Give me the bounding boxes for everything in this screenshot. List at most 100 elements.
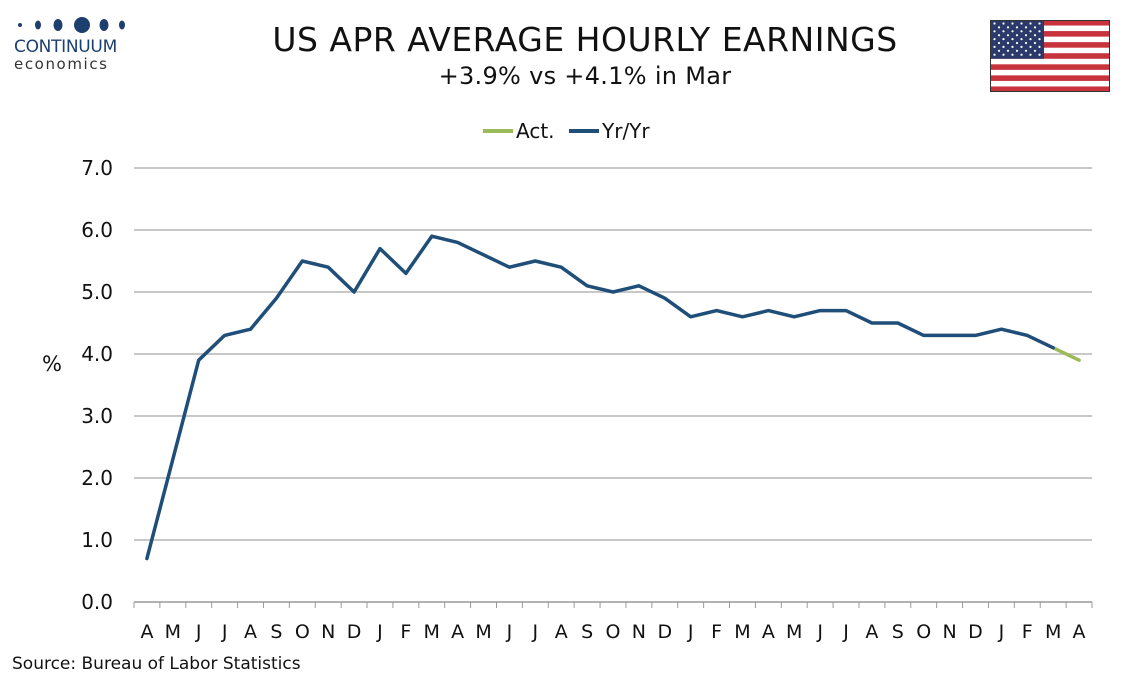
flag-star: [1002, 53, 1005, 56]
flag-star: [997, 49, 1001, 52]
x-tick-label: M: [734, 621, 750, 643]
x-tick-label: A: [244, 621, 257, 643]
x-tick-label: J: [506, 621, 513, 643]
flag-star: [1011, 22, 1014, 25]
series-line-yr-yr: [145, 234, 1055, 561]
series-line-act: [1051, 346, 1081, 362]
source-note: Source: Bureau of Labor Statistics: [12, 654, 301, 674]
flag-star: [1033, 49, 1037, 52]
flag-star: [1020, 53, 1023, 56]
flag-star: [1020, 45, 1023, 48]
flag-star: [1020, 38, 1023, 41]
x-tick-label: O: [916, 621, 931, 643]
x-tick-label: A: [762, 621, 775, 643]
flag-star: [997, 26, 1001, 29]
flag-star: [993, 45, 996, 48]
flag-star: [1038, 53, 1041, 56]
flag-star: [1015, 41, 1019, 45]
x-tick-label: F: [400, 621, 411, 643]
flag-star: [1002, 22, 1005, 25]
flag-star: [1011, 38, 1014, 41]
y-axis-label: %: [42, 352, 62, 376]
x-tick-label: J: [842, 621, 849, 643]
flag-star: [997, 41, 1001, 45]
legend-label: Yr/Yr: [601, 119, 650, 143]
flag-star: [1015, 26, 1019, 29]
x-tick-label: M: [424, 621, 440, 643]
x-tick-label: O: [606, 621, 621, 643]
y-tick-label: 6.0: [81, 218, 113, 242]
flag-star: [993, 38, 996, 41]
x-tick-label: A: [451, 621, 464, 643]
x-tick-label: N: [632, 621, 646, 643]
x-tick-label: S: [892, 621, 904, 643]
flag-star: [1020, 22, 1023, 25]
flag-star: [1024, 26, 1028, 29]
x-tick-label: N: [942, 621, 956, 643]
flag-star: [1015, 49, 1019, 52]
flag-star: [1020, 30, 1023, 33]
x-tick-label: F: [1022, 621, 1033, 643]
y-tick-label: 5.0: [81, 280, 113, 304]
flag-star: [1038, 30, 1041, 33]
x-tick-label: A: [865, 621, 878, 643]
flag-star: [1029, 22, 1032, 25]
x-tick-label: A: [555, 621, 568, 643]
flag-star: [1038, 45, 1041, 48]
flag-star: [1033, 26, 1037, 29]
x-tick-label: N: [321, 621, 335, 643]
flag-star: [997, 34, 1001, 37]
flag-star: [1015, 34, 1019, 37]
logo-dots-icon: [14, 14, 134, 36]
y-tick-label: 7.0: [81, 156, 113, 180]
flag-star: [1006, 34, 1010, 37]
flag-star: [1038, 22, 1041, 25]
x-tick-label: J: [376, 621, 383, 643]
x-tick-label: J: [195, 621, 202, 643]
x-tick-label: A: [140, 621, 153, 643]
flag-star: [1033, 41, 1037, 45]
flag-star: [1024, 49, 1028, 52]
x-tick-label: J: [532, 621, 539, 643]
x-tick-label: J: [998, 621, 1005, 643]
logo-brand: CONTINUUM: [14, 37, 117, 57]
chart-subtitle: +3.9% vs +4.1% in Mar: [438, 62, 732, 90]
x-tick-label: F: [711, 621, 722, 643]
flag-star: [1038, 38, 1041, 41]
y-tick-label: 4.0: [81, 342, 113, 366]
flag-star: [1024, 34, 1028, 37]
x-tick-label: S: [270, 621, 282, 643]
flag-star: [1002, 38, 1005, 41]
flag-star: [1024, 41, 1028, 45]
flag-star: [1011, 30, 1014, 33]
x-tick-label: J: [221, 621, 228, 643]
flag-star: [993, 30, 996, 33]
x-tick-label: D: [968, 621, 983, 643]
x-tick-label: M: [475, 621, 491, 643]
flag-star: [1011, 45, 1014, 48]
flag-star: [1011, 53, 1014, 56]
x-tick-label: O: [295, 621, 310, 643]
x-tick-label: A: [1073, 621, 1086, 643]
x-tick-label: M: [1045, 621, 1061, 643]
y-tick-label: 0.0: [81, 590, 113, 614]
x-tick-label: M: [165, 621, 181, 643]
legend-label: Act.: [516, 119, 555, 143]
flag-star: [993, 53, 996, 56]
flag-star: [1029, 30, 1032, 33]
flag-star: [1002, 45, 1005, 48]
flag-star: [1029, 45, 1032, 48]
x-tick-label: D: [657, 621, 672, 643]
logo-subtitle: economics: [14, 55, 109, 73]
flag-star: [1006, 41, 1010, 45]
y-tick-label: 3.0: [81, 404, 113, 428]
y-tick-label: 1.0: [81, 528, 113, 552]
flag-star: [1002, 30, 1005, 33]
flag-star: [1029, 38, 1032, 41]
flag-star: [993, 22, 996, 25]
flag-star: [1006, 49, 1010, 52]
continuum-logo: CONTINUUM economics: [14, 14, 134, 73]
x-tick-label: J: [816, 621, 823, 643]
flag-star: [1006, 26, 1010, 29]
